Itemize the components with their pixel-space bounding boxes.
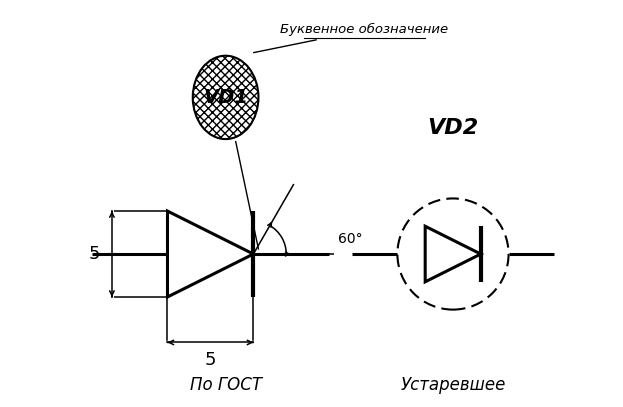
Text: По ГОСТ: По ГОСТ bbox=[189, 376, 262, 394]
Text: 5: 5 bbox=[88, 245, 100, 263]
Text: VD2: VD2 bbox=[427, 118, 478, 138]
Text: Буквенное обозначение: Буквенное обозначение bbox=[280, 23, 449, 36]
Text: Устаревшее: Устаревшее bbox=[401, 376, 506, 394]
Text: 5: 5 bbox=[205, 351, 216, 369]
Text: VD1: VD1 bbox=[203, 88, 248, 107]
Ellipse shape bbox=[193, 56, 259, 139]
Text: 60°: 60° bbox=[338, 232, 363, 246]
